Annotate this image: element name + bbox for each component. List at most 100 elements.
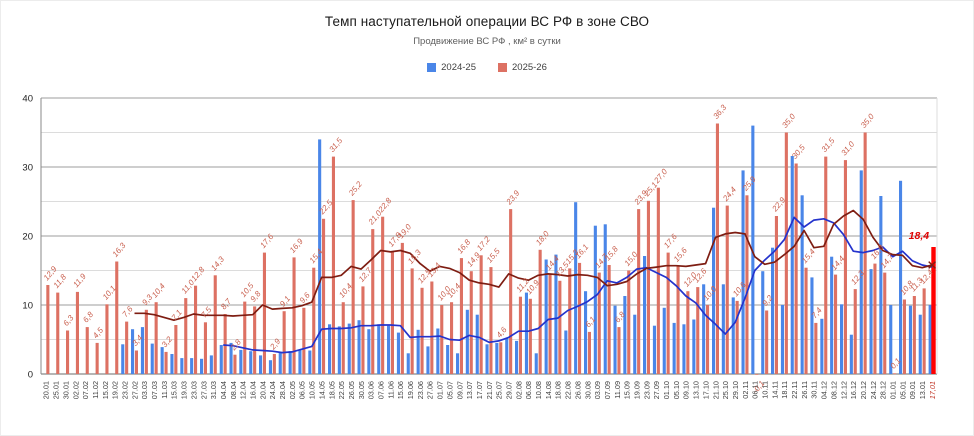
svg-text:16.12: 16.12 [849,381,858,399]
svg-text:24.04: 24.04 [268,381,277,399]
svg-text:08.12: 08.12 [829,381,838,399]
svg-text:31,5: 31,5 [820,136,837,154]
svg-text:14.11: 14.11 [770,381,779,399]
svg-text:10: 10 [22,301,33,312]
svg-text:23.03: 23.03 [189,381,198,399]
svg-text:20.12: 20.12 [859,381,868,399]
svg-text:6,8: 6,8 [81,310,95,325]
svg-text:11,9: 11,9 [71,272,88,290]
legend-label-2024-25: 2024-25 [441,62,476,73]
legend-label-2025-26: 2025-26 [512,62,547,73]
svg-text:7,5: 7,5 [199,305,213,320]
trend-line-ma-2025-26 [134,209,933,322]
svg-text:04.04: 04.04 [219,381,228,399]
svg-text:22.08: 22.08 [564,381,573,399]
svg-text:18,0: 18,0 [534,229,551,247]
svg-text:30.01: 30.01 [61,381,70,399]
svg-text:23.09: 23.09 [642,381,651,399]
legend-item-2025-26: 2025-26 [498,62,547,73]
svg-text:09.07: 09.07 [455,381,464,399]
svg-text:10.05: 10.05 [308,381,317,399]
svg-text:15.03: 15.03 [170,381,179,399]
svg-text:03.03: 03.03 [140,381,149,399]
svg-text:07.02: 07.02 [81,381,90,399]
svg-text:03.06: 03.06 [367,381,376,399]
svg-text:24,4: 24,4 [720,185,738,204]
svg-text:10.11: 10.11 [761,381,770,399]
x-axis-labels: 20.01 25.01 30.01 02.02 07.02 11.02 15.02 19.02… [42,381,937,399]
svg-text:08.04: 08.04 [229,381,238,399]
svg-text:0: 0 [28,370,33,381]
svg-text:15.02: 15.02 [101,381,110,399]
svg-text:26.08: 26.08 [573,381,582,399]
legend-swatch-2025-26-icon [498,63,507,72]
svg-text:18.08: 18.08 [554,381,563,399]
svg-text:02.08: 02.08 [514,381,523,399]
svg-text:02.05: 02.05 [288,381,297,399]
svg-text:14,3: 14,3 [209,254,226,272]
svg-text:3,2: 3,2 [160,334,174,349]
svg-text:31.03: 31.03 [209,381,218,399]
svg-text:36,3: 36,3 [711,103,728,121]
svg-text:12,8: 12,8 [189,265,206,283]
svg-text:01.01: 01.01 [889,381,898,399]
svg-text:07.09: 07.09 [603,381,612,399]
svg-text:13.07: 13.07 [465,381,474,399]
svg-text:02.11: 02.11 [741,381,750,399]
svg-text:17.07: 17.07 [475,381,484,399]
line-end-x-icon [928,261,936,269]
svg-text:19.02: 19.02 [111,381,120,399]
svg-text:14.08: 14.08 [544,381,553,399]
svg-text:05.10: 05.10 [672,381,681,399]
svg-text:12.04: 12.04 [239,381,248,399]
svg-text:06.11: 06.11 [751,381,760,399]
svg-text:14.05: 14.05 [317,381,326,399]
svg-text:20.01: 20.01 [42,381,51,399]
svg-text:18.11: 18.11 [780,381,789,399]
svg-text:07.06: 07.06 [377,381,386,399]
svg-text:4,5: 4,5 [91,325,105,340]
svg-text:15.06: 15.06 [396,381,405,399]
svg-text:18,4: 18,4 [909,230,930,242]
svg-text:13.01: 13.01 [918,381,927,399]
svg-text:40: 40 [22,94,33,105]
svg-text:17.10: 17.10 [701,381,710,399]
svg-text:23.06: 23.06 [416,381,425,399]
svg-text:15.09: 15.09 [623,381,632,399]
svg-text:29.07: 29.07 [505,381,514,399]
chart-plot-area: 0 10 20 30 40 12,9 11,8 6,3 11,9 6,8 4,5 10,1 16,3 7,… [1,87,973,435]
svg-text:13,4: 13,4 [426,261,443,279]
svg-text:17,6: 17,6 [662,232,679,250]
svg-text:35,0: 35,0 [780,112,797,130]
chart-title: Темп наступательной операции ВС РФ в зон… [324,14,650,29]
svg-text:30.05: 30.05 [357,381,366,399]
svg-text:15,5: 15,5 [485,246,502,264]
svg-text:26.05: 26.05 [347,381,356,399]
svg-text:16,3: 16,3 [111,241,128,259]
svg-text:8,7: 8,7 [219,297,233,312]
svg-text:2,9: 2,9 [268,337,283,352]
svg-text:11.03: 11.03 [160,381,169,399]
svg-text:28.04: 28.04 [278,381,287,399]
svg-text:11.02: 11.02 [91,381,100,399]
chart-svg: 01020304012,911,86,311,96,84,510,116,37,… [22,94,938,399]
svg-text:6,3: 6,3 [61,313,75,328]
svg-text:28.12: 28.12 [879,381,888,399]
svg-text:16.04: 16.04 [249,381,258,399]
svg-text:19.03: 19.03 [180,381,189,399]
svg-text:25,2: 25,2 [346,179,364,198]
svg-text:17,6: 17,6 [258,232,275,250]
svg-text:10.08: 10.08 [534,381,543,399]
chart-header: Темп наступательной операции ВС РФ в зон… [1,14,973,47]
y-axis-labels: 0 10 20 30 40 [22,94,33,381]
svg-text:23.02: 23.02 [121,381,130,399]
svg-text:05.01: 05.01 [898,381,907,399]
legend-item-2024-25: 2024-25 [427,62,476,73]
svg-text:05.07: 05.07 [445,381,454,399]
svg-text:16,8: 16,8 [455,237,472,255]
svg-text:15,3: 15,3 [406,248,423,266]
svg-text:04.12: 04.12 [820,381,829,399]
svg-text:06.08: 06.08 [524,381,533,399]
svg-text:07.03: 07.03 [150,381,159,399]
